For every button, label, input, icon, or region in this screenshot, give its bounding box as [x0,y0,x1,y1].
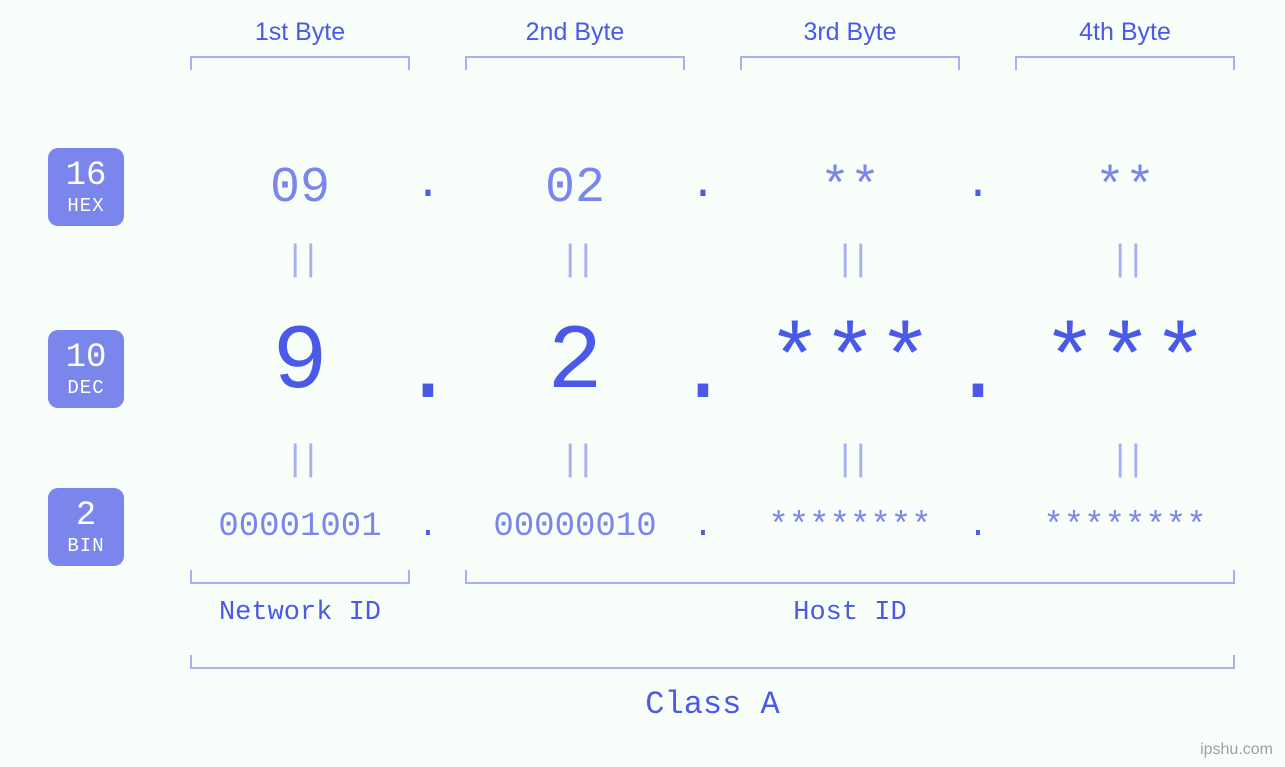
bin-dot3: . [963,508,993,546]
dec-byte2: 2 [455,310,695,415]
hex-byte4: ** [1005,160,1245,217]
bin-dot2: . [688,508,718,546]
badge-hex: 16 HEX [48,148,124,226]
bracket-hostid [465,570,1235,584]
badge-dec-base: 10 [66,341,107,375]
badge-dec-name: DEC [67,379,104,398]
header-byte3: 3rd Byte [730,18,970,47]
eq2-2: || [455,440,695,481]
badge-bin-name: BIN [67,537,104,556]
hex-byte2: 02 [455,160,695,217]
header-byte2: 2nd Byte [455,18,695,47]
dec-byte3: *** [730,310,970,415]
eq2-4: || [1005,440,1245,481]
eq2-3: || [730,440,970,481]
bin-dot1: . [413,508,443,546]
eq1-4: || [1005,240,1245,281]
bracket-top-1 [190,56,410,70]
dec-dot1: . [398,320,458,425]
eq1-3: || [730,240,970,281]
header-byte4: 4th Byte [1005,18,1245,47]
dec-byte4: *** [1005,310,1245,415]
bin-byte2: 00000010 [455,508,695,546]
hex-dot1: . [408,160,448,210]
hex-byte1: 09 [180,160,420,217]
bracket-top-3 [740,56,960,70]
header-byte1: 1st Byte [180,18,420,47]
badge-bin-base: 2 [76,499,96,533]
bracket-class [190,655,1235,669]
bin-byte3: ******** [730,508,970,546]
badge-hex-base: 16 [66,159,107,193]
label-networkid: Network ID [180,598,420,628]
eq2-1: || [180,440,420,481]
hex-dot3: . [958,160,998,210]
eq1-2: || [455,240,695,281]
label-hostid: Host ID [465,598,1235,628]
dec-dot3: . [948,320,1008,425]
badge-dec: 10 DEC [48,330,124,408]
dec-dot2: . [673,320,733,425]
badge-bin: 2 BIN [48,488,124,566]
dec-byte1: 9 [180,310,420,415]
watermark: ipshu.com [1200,741,1273,759]
badge-hex-name: HEX [67,197,104,216]
label-class: Class A [190,686,1235,723]
bracket-networkid [190,570,410,584]
ip-diagram: 1st Byte 2nd Byte 3rd Byte 4th Byte 16 H… [0,0,1285,767]
bin-byte1: 00001001 [180,508,420,546]
bracket-top-2 [465,56,685,70]
hex-dot2: . [683,160,723,210]
hex-byte3: ** [730,160,970,217]
eq1-1: || [180,240,420,281]
bin-byte4: ******** [1005,508,1245,546]
bracket-top-4 [1015,56,1235,70]
